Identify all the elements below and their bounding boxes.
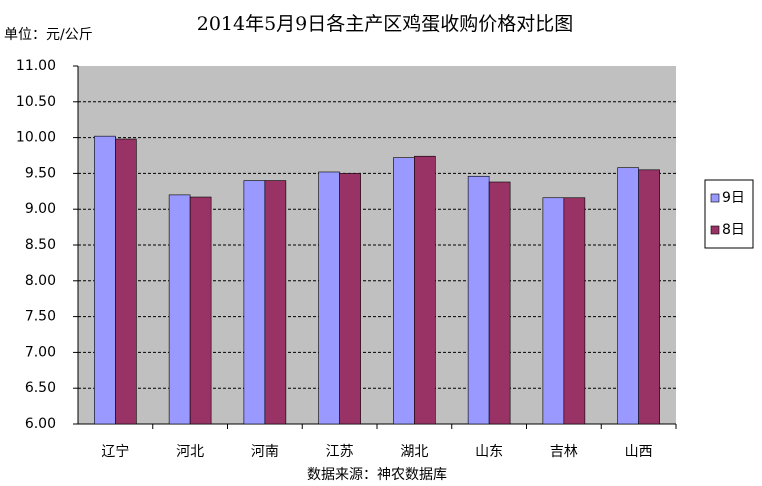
- bar: [414, 155, 436, 425]
- bar: [94, 135, 116, 425]
- bar: [115, 138, 137, 425]
- bar: [264, 180, 287, 425]
- bar: [488, 181, 511, 425]
- x-tick-label: 山西: [625, 444, 653, 460]
- unit-label: 单位：元/公斤: [4, 27, 93, 43]
- x-tick-label: 湖北: [400, 444, 428, 460]
- y-tick-label: 8.50: [25, 237, 56, 253]
- x-tick-label: 河南: [251, 444, 279, 460]
- bar: [243, 180, 266, 425]
- y-tick-label: 7.00: [25, 344, 56, 360]
- bar: [617, 167, 639, 425]
- y-tick-label: 9.50: [25, 165, 56, 181]
- bar: [563, 197, 586, 425]
- chart-title: 2014年5月9日各主产区鸡蛋收购价格对比图: [197, 13, 574, 35]
- x-tick-label: 辽宁: [101, 443, 129, 460]
- legend-swatch: [710, 225, 720, 235]
- legend-label: 8日: [722, 222, 745, 238]
- bar: [467, 175, 490, 425]
- bar: [393, 157, 415, 425]
- y-tick-label: 10.00: [16, 130, 56, 146]
- bar: [638, 169, 660, 425]
- y-tick-label: 6.50: [25, 380, 56, 396]
- y-tick-label: 9.00: [25, 201, 56, 217]
- bar: [542, 197, 565, 425]
- y-tick-label: 8.00: [25, 273, 56, 289]
- legend-swatch: [710, 193, 720, 203]
- x-tick-label: 吉林: [550, 444, 578, 460]
- y-tick-label: 11.00: [16, 58, 56, 74]
- bar: [189, 196, 212, 425]
- y-tick-label: 7.50: [25, 309, 56, 325]
- y-tick-label: 10.50: [16, 94, 56, 110]
- x-tick-label: 河北: [176, 444, 204, 460]
- bar: [339, 173, 361, 425]
- plot-area: [78, 66, 676, 424]
- y-tick-label: 6.00: [25, 416, 56, 432]
- x-tick-label: 山东: [475, 444, 503, 460]
- legend-label: 9日: [722, 190, 745, 206]
- source-note: 数据来源：神农数据库: [307, 467, 447, 483]
- x-tick-label: 江苏: [326, 444, 354, 460]
- legend-box: [704, 179, 754, 249]
- bar: [168, 194, 191, 425]
- bar: [318, 171, 340, 425]
